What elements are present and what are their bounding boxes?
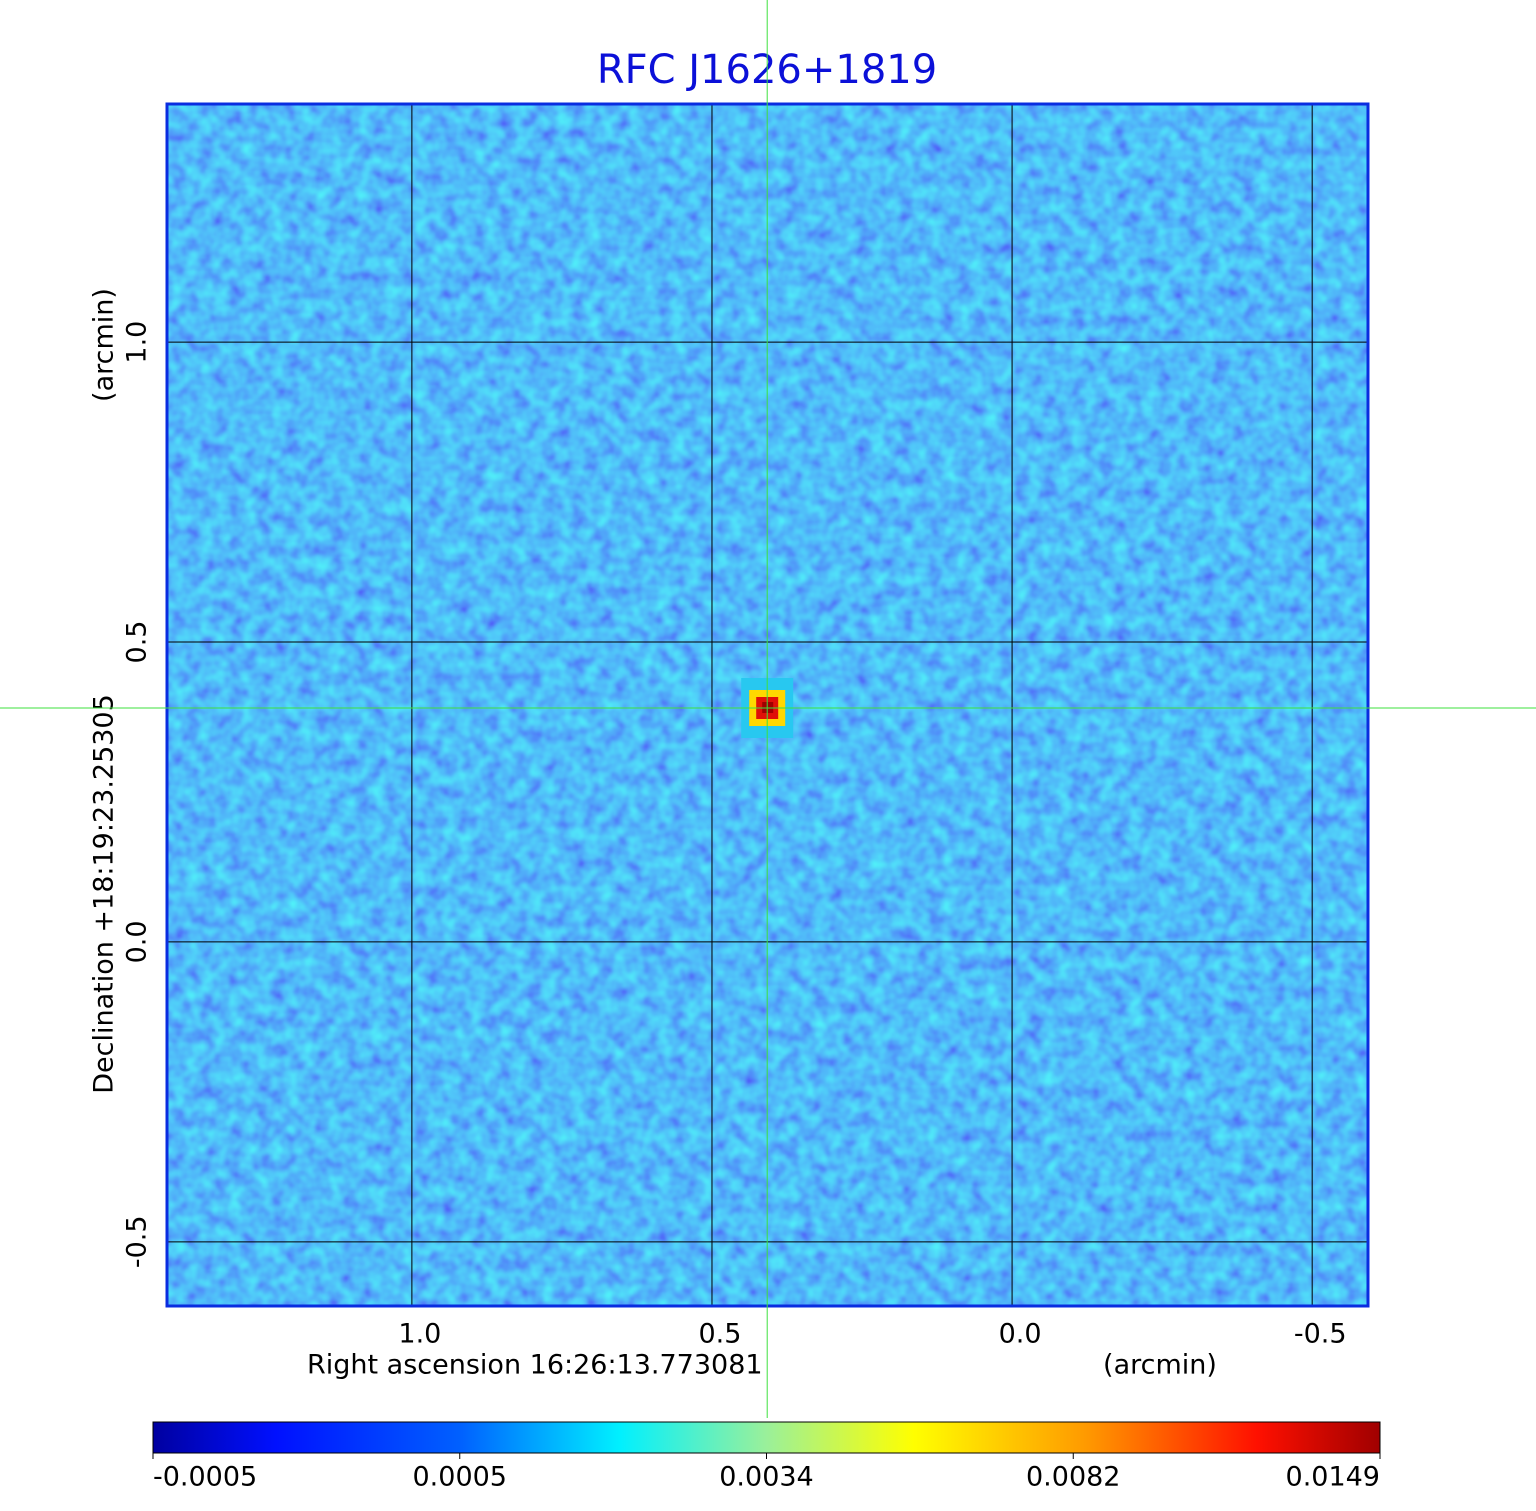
x-axis-label: Right ascension 16:26:13.773081 [307, 1350, 763, 1381]
y-tick-label: 0.5 [122, 621, 153, 664]
colorbar-tick-label: 0.0034 [719, 1462, 813, 1493]
x-tick-label: 1.0 [398, 1319, 441, 1350]
y-tick-label: -0.5 [122, 1215, 153, 1268]
x-axis-unit: (arcmin) [1103, 1350, 1217, 1381]
colorbar-tick-label: 0.0149 [1286, 1462, 1380, 1493]
colorbar-tick-label: 0.0082 [1026, 1462, 1120, 1493]
y-tick-label: 0.0 [122, 920, 153, 963]
x-tick-label: -0.5 [1294, 1319, 1347, 1350]
x-tick-label: 0.0 [999, 1319, 1042, 1350]
x-tick-label: 0.5 [699, 1319, 742, 1350]
colorbar-tick-label: 0.0005 [413, 1462, 507, 1493]
colorbar-tick-label: -0.0005 [153, 1462, 257, 1493]
y-tick-label: 1.0 [122, 321, 153, 364]
y-axis-label: Declination +18:19:23.25305 [89, 694, 120, 1094]
colorbar [152, 1421, 1381, 1454]
y-axis-unit: (arcmin) [89, 288, 120, 402]
